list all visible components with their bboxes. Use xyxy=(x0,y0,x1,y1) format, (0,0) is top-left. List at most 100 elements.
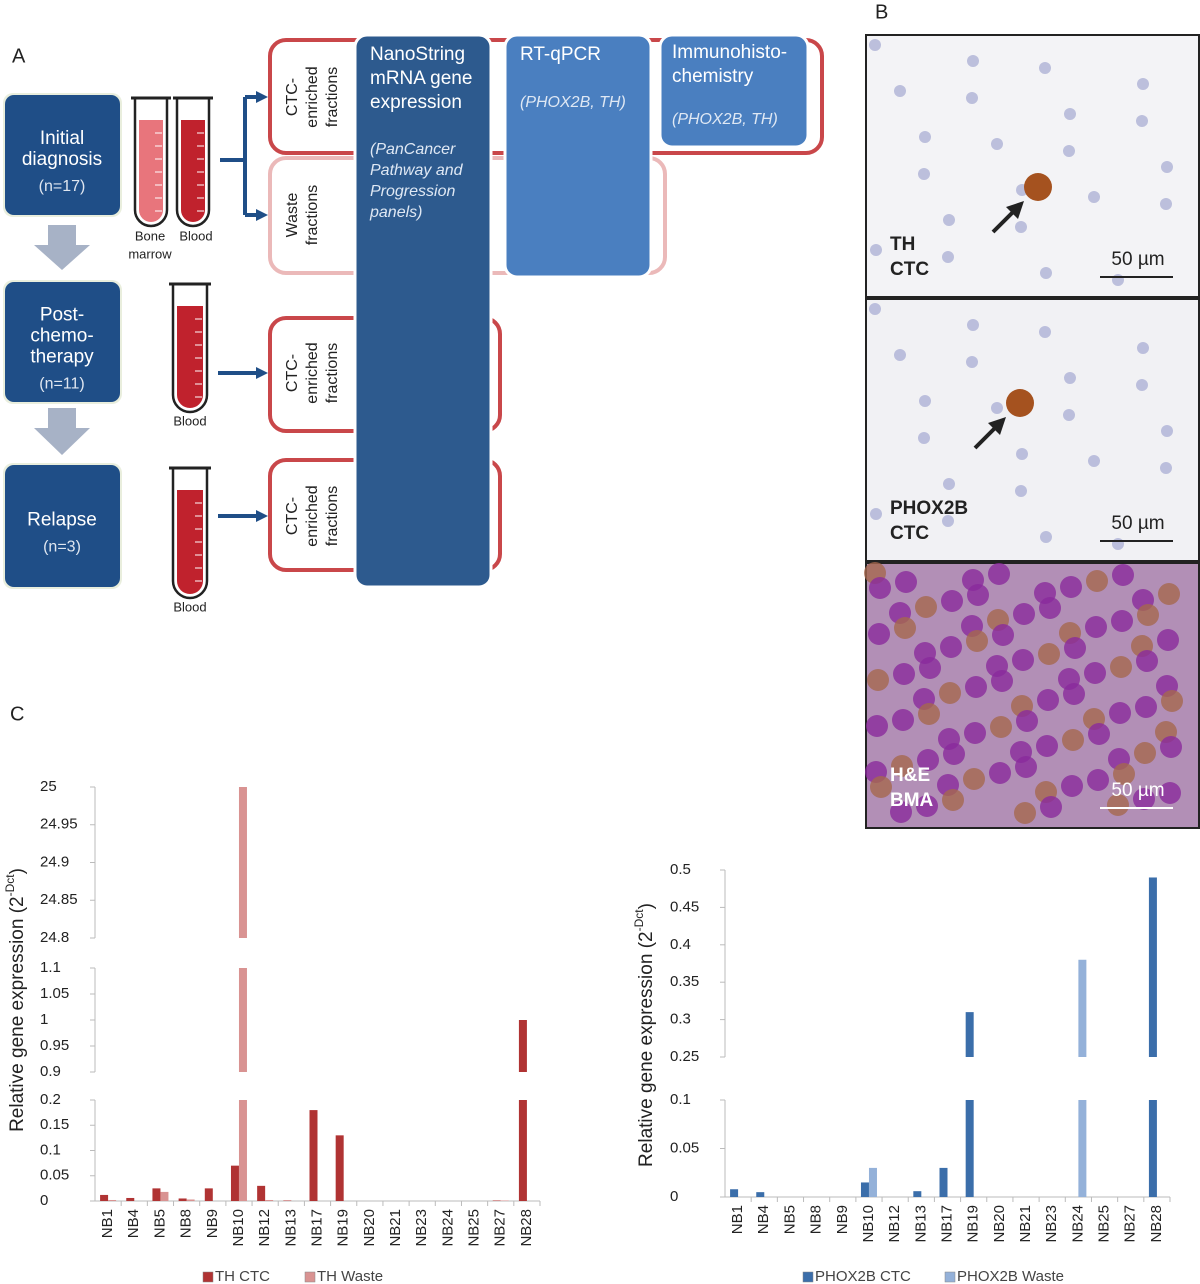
y-tick-label: 0.05 xyxy=(40,1167,69,1184)
connector xyxy=(220,97,247,215)
cell xyxy=(1160,462,1172,474)
legend-label: TH CTC xyxy=(215,1268,270,1284)
legend-label: TH Waste xyxy=(317,1268,383,1284)
cell xyxy=(869,577,891,599)
cell xyxy=(1014,802,1036,824)
fraction-label: fractions xyxy=(304,185,321,245)
method-detail: (PanCancer xyxy=(370,141,456,158)
y-tick-label: 0.5 xyxy=(670,861,691,878)
cell xyxy=(967,55,979,67)
bar xyxy=(126,1197,135,1201)
y-axis-label-part: -Dct xyxy=(632,909,646,932)
legend-label: PHOX2B CTC xyxy=(815,1268,911,1284)
stage-title: chemo- xyxy=(30,326,93,347)
fraction-label: CTC- xyxy=(284,497,301,535)
y-tick-label: 0 xyxy=(40,1192,48,1209)
arrow-head xyxy=(256,367,268,379)
tube-label: Blood xyxy=(173,599,206,614)
bar xyxy=(238,787,247,938)
stage-title: Relapse xyxy=(27,510,97,531)
cell xyxy=(1088,191,1100,203)
cell xyxy=(964,722,986,744)
cell xyxy=(870,776,892,798)
cell xyxy=(1039,326,1051,338)
cell xyxy=(893,663,915,685)
ctc-cell xyxy=(1006,389,1034,417)
fraction-label: enriched xyxy=(304,66,321,127)
arrow-head xyxy=(988,417,1006,435)
fraction-label: Waste xyxy=(284,193,301,238)
bar xyxy=(100,1194,109,1201)
cell xyxy=(1061,775,1083,797)
x-tick-label: NB21 xyxy=(1017,1205,1034,1243)
cell xyxy=(1085,616,1107,638)
cell xyxy=(1064,108,1076,120)
method-detail: Progression xyxy=(370,183,455,200)
cell xyxy=(1112,564,1134,586)
y-tick-label: 0.3 xyxy=(670,1011,691,1028)
arrow-head xyxy=(1006,201,1024,219)
tube-label: Blood xyxy=(179,228,212,243)
image-label: H&E xyxy=(890,765,930,786)
bar xyxy=(756,1192,765,1197)
cell xyxy=(1136,115,1148,127)
cell xyxy=(916,795,938,817)
cell xyxy=(943,743,965,765)
x-tick-label: NB1 xyxy=(729,1205,746,1234)
x-tick-label: NB17 xyxy=(308,1209,325,1247)
image-label: BMA xyxy=(890,790,934,811)
legend-swatch xyxy=(202,1271,214,1283)
cell xyxy=(965,676,987,698)
x-tick-label: NB21 xyxy=(387,1209,404,1247)
fraction-label: fractions xyxy=(324,343,341,403)
bar xyxy=(283,1200,292,1201)
stage-title: Post- xyxy=(40,305,84,326)
tube-label: marrow xyxy=(128,246,172,261)
bar xyxy=(265,1199,274,1201)
method-title: chemistry xyxy=(672,66,754,87)
bar xyxy=(730,1189,739,1197)
method-title: Immunohisto- xyxy=(672,42,787,63)
cell xyxy=(943,478,955,490)
cell xyxy=(1060,576,1082,598)
y-axis-label-part: ) xyxy=(7,868,28,874)
cell xyxy=(940,636,962,658)
method-title: NanoString xyxy=(370,44,465,65)
method-title: expression xyxy=(370,92,462,113)
cell xyxy=(1084,662,1106,684)
cell xyxy=(867,669,889,691)
x-tick-label: NB23 xyxy=(1043,1205,1060,1243)
y-tick-label: 0.9 xyxy=(40,1063,61,1080)
cell xyxy=(1112,274,1124,286)
cell xyxy=(991,670,1013,692)
legend-swatch xyxy=(802,1271,814,1283)
bar xyxy=(913,1191,922,1197)
cell xyxy=(1137,342,1149,354)
x-tick-label: NB12 xyxy=(256,1209,273,1247)
y-axis-label-part: ) xyxy=(636,903,657,909)
method-detail: (PHOX2B, TH) xyxy=(672,111,778,128)
bar xyxy=(152,1188,161,1201)
image-label: TH xyxy=(890,234,915,255)
x-tick-label: NB24 xyxy=(439,1209,456,1247)
cell xyxy=(1039,597,1061,619)
y-axis-label-part: -Dct xyxy=(3,874,17,897)
x-tick-label: NB25 xyxy=(466,1209,483,1247)
bar xyxy=(204,1188,213,1201)
cell xyxy=(992,624,1014,646)
scale-label: 50 µm xyxy=(1111,780,1164,801)
cell xyxy=(1161,161,1173,173)
cell xyxy=(1086,570,1108,592)
x-tick-label: NB20 xyxy=(361,1209,378,1247)
x-tick-label: NB4 xyxy=(125,1209,142,1238)
bar xyxy=(1078,1100,1087,1197)
cell xyxy=(991,402,1003,414)
bar xyxy=(1148,1100,1157,1197)
panel-label: A xyxy=(12,45,26,67)
y-tick-label: 0.35 xyxy=(670,973,699,990)
bar xyxy=(518,1100,527,1201)
cell xyxy=(943,214,955,226)
method-detail: (PHOX2B, TH) xyxy=(520,94,626,111)
x-tick-label: NB28 xyxy=(1148,1205,1165,1243)
cell xyxy=(1013,603,1035,625)
